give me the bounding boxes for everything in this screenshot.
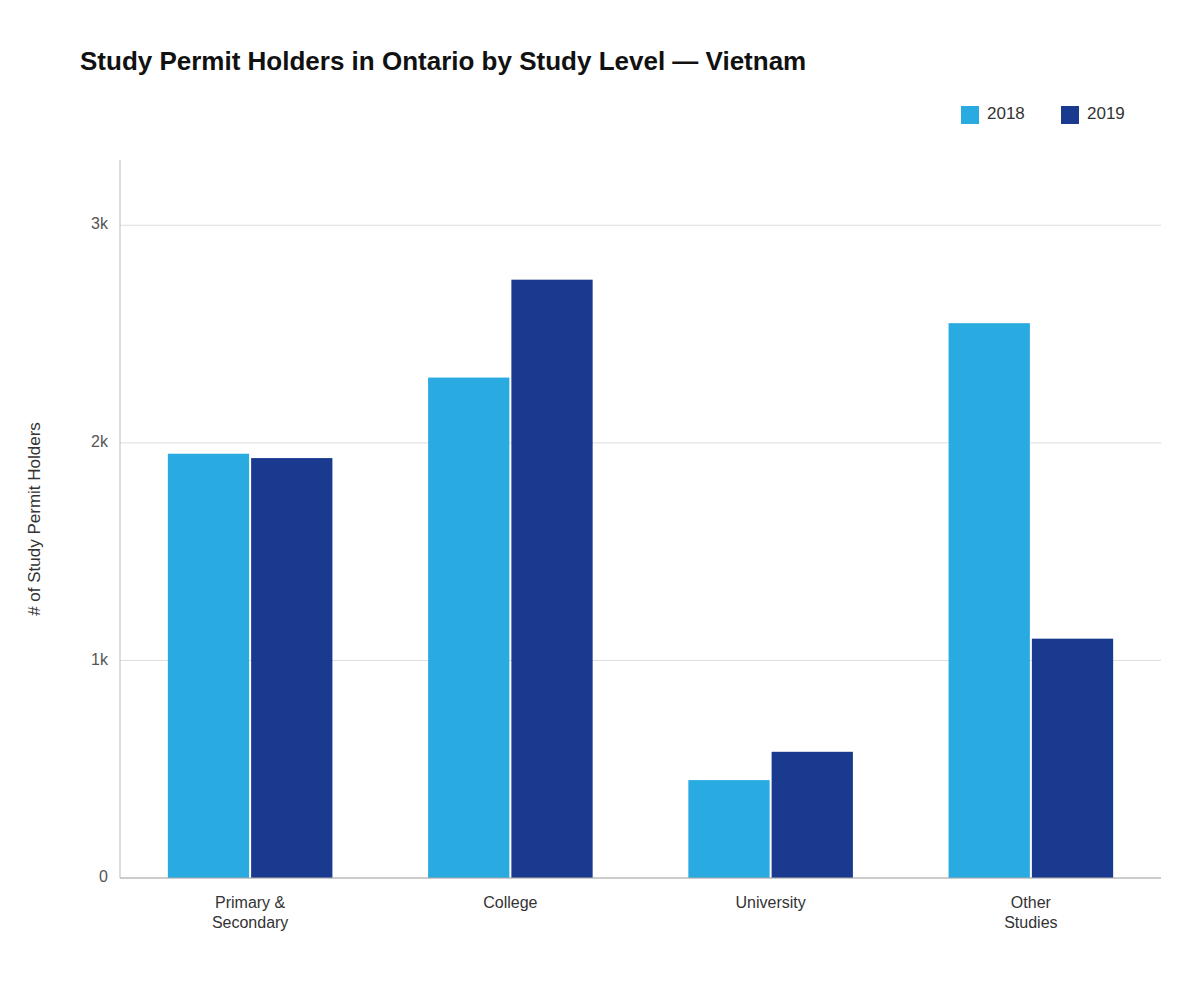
legend-swatch [1061, 106, 1079, 124]
bar [772, 752, 853, 878]
bar [511, 280, 592, 878]
legend-label: 2018 [987, 104, 1025, 123]
grid-line [120, 225, 1161, 226]
y-tick-label: 3k [91, 215, 109, 232]
x-tick-label: Primary &Secondary [212, 894, 289, 931]
legend-label: 2019 [1087, 104, 1125, 123]
x-axis-line [120, 878, 1161, 879]
y-axis-label: # of Study Permit Holders [25, 422, 44, 616]
y-axis-line [120, 160, 121, 878]
chart: Study Permit Holders in Ontario by Study… [0, 0, 1201, 1008]
title: Study Permit Holders in Ontario by Study… [80, 46, 806, 76]
y-tick-label: 0 [99, 868, 108, 885]
bar [949, 323, 1030, 878]
x-tick-label: OtherStudies [1004, 894, 1057, 931]
y-tick-label: 1k [91, 651, 109, 668]
legend: 2018 2019 [961, 104, 1125, 124]
y-tick-label: 2k [91, 433, 109, 450]
x-tick-label: College [483, 894, 537, 911]
bar [428, 378, 509, 878]
bar [1032, 639, 1113, 878]
bars [168, 280, 1113, 878]
bar [168, 454, 249, 878]
y-grid [120, 225, 1161, 878]
grid-line [120, 878, 1161, 879]
x-tick-label: University [736, 894, 806, 911]
legend-swatch [961, 106, 979, 124]
bar [688, 780, 769, 878]
bar [251, 458, 332, 878]
